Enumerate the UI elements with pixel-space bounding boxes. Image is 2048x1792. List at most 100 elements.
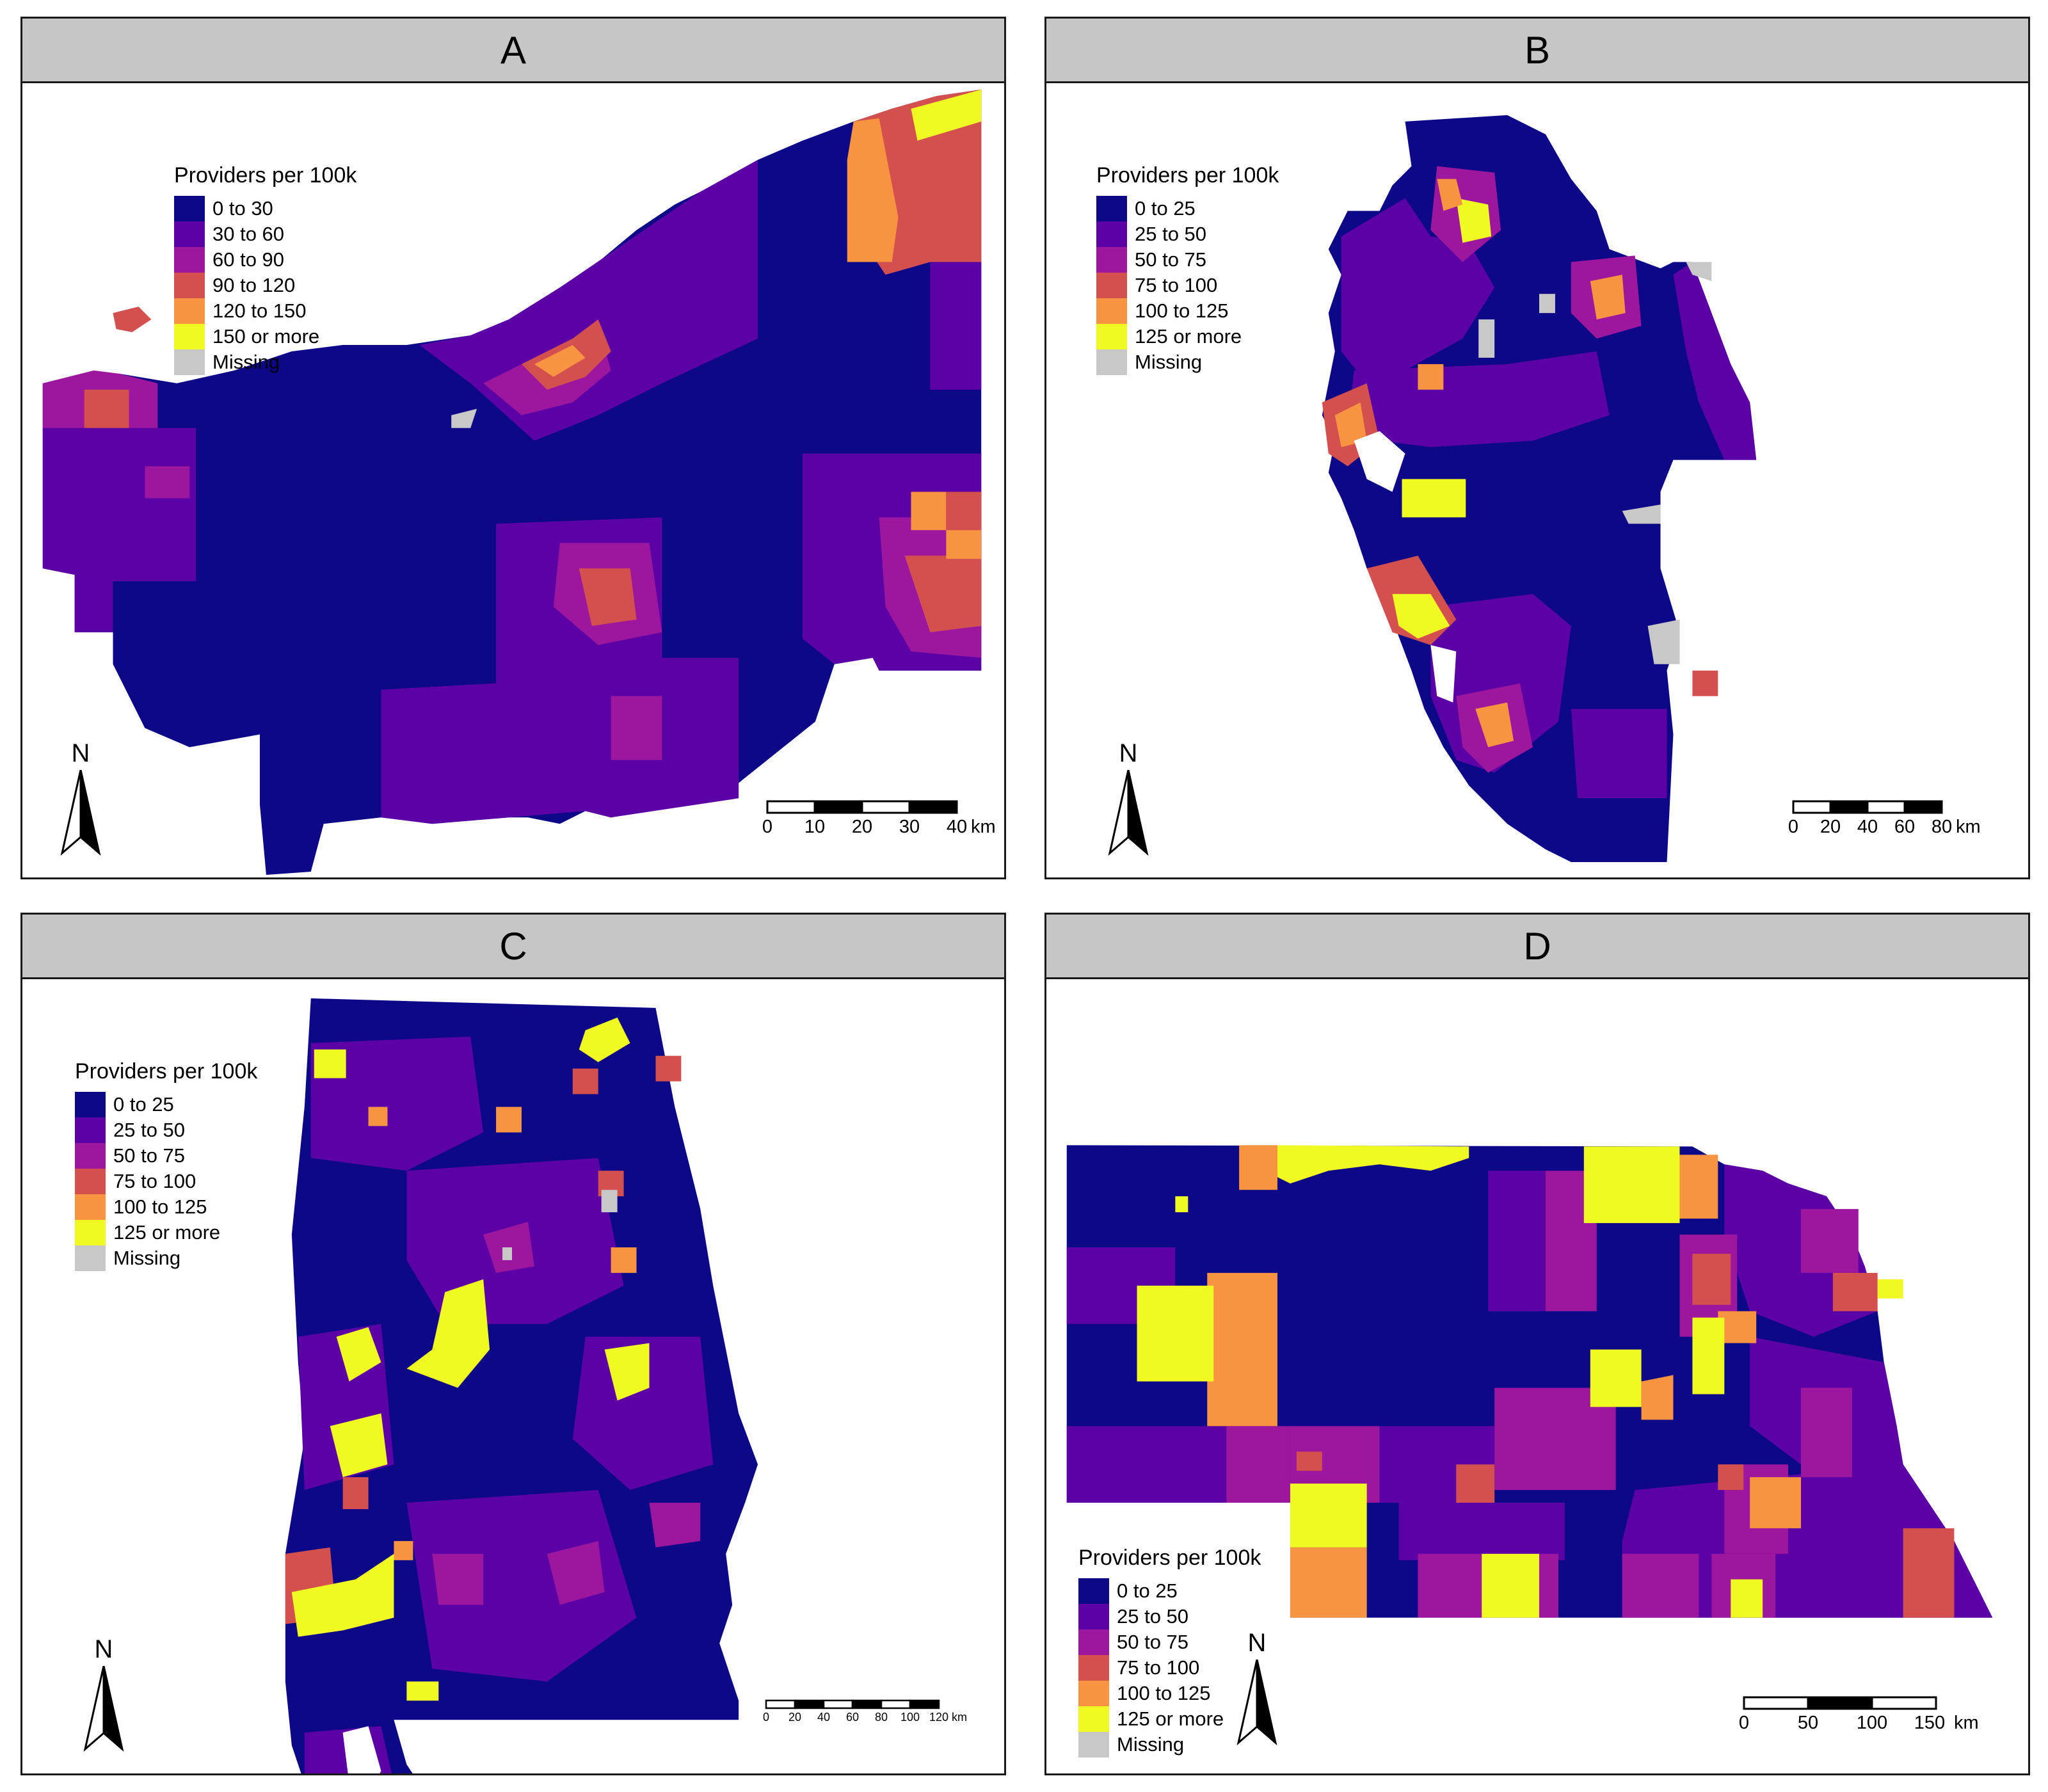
region-missing-2 — [502, 1247, 513, 1260]
north-arrow-icon — [60, 770, 101, 856]
north-arrow: N — [81, 1635, 126, 1757]
legend-item: 100 to 125 — [1096, 298, 1279, 324]
legend-item-label: 125 or more — [1117, 1708, 1224, 1730]
legend-swatch — [174, 247, 205, 273]
region-yellow-east — [604, 1343, 650, 1401]
scale-bar: 0 10 20 30 40 km — [762, 800, 996, 845]
region-red-4 — [342, 1477, 369, 1509]
legend-item: 30 to 60 — [174, 221, 356, 247]
region-magenta-e2 — [1801, 1388, 1852, 1478]
region-base — [285, 998, 758, 1773]
region-youngstown-core — [904, 556, 982, 632]
region-missing-1 — [601, 1190, 618, 1213]
legend-swatch — [174, 298, 205, 324]
region-red-2 — [1832, 1272, 1878, 1311]
scale-bar-graphic — [1743, 1696, 1937, 1710]
scale-tick-label: 100 — [1856, 1713, 1888, 1733]
legend-item: 75 to 100 — [1078, 1655, 1261, 1681]
legend-swatch — [75, 1117, 106, 1143]
region-peninsula — [42, 370, 120, 383]
legend-swatch — [1078, 1604, 1109, 1629]
region-orange-3 — [611, 1247, 637, 1273]
panel-d: D — [1044, 913, 2030, 1775]
region-orange-5 — [1750, 1477, 1802, 1528]
legend-swatch — [1078, 1732, 1109, 1757]
north-arrow-label: N — [71, 739, 90, 767]
legend-item-label: Missing — [212, 351, 280, 373]
scale-unit: km — [952, 1711, 967, 1724]
region-orange-4 — [394, 1540, 413, 1560]
legend-item-label: 100 to 125 — [113, 1196, 207, 1218]
legend-swatch — [1096, 298, 1127, 324]
legend-item-label: 100 to 125 — [1135, 300, 1229, 322]
legend-title: Providers per 100k — [1096, 163, 1279, 188]
region-orange-3 — [1679, 1155, 1718, 1219]
legend-swatch — [1078, 1629, 1109, 1655]
legend-swatch — [75, 1194, 106, 1220]
legend-item-label: 75 to 100 — [113, 1170, 196, 1192]
region-magenta-4 — [649, 1503, 701, 1548]
region-yellow-e — [1877, 1279, 1903, 1299]
region-sarasota-hot — [1392, 594, 1450, 639]
legend-item: 25 to 50 — [1078, 1604, 1261, 1629]
region-red-4 — [1456, 1464, 1495, 1503]
region-purple-south-east — [1571, 708, 1667, 799]
panel-a: A — [20, 17, 1006, 879]
region-orange-west — [84, 389, 129, 428]
legend-item-label: 60 to 90 — [212, 248, 285, 271]
north-arrow: N — [1235, 1629, 1279, 1750]
scale-tick-label: 80 — [1931, 817, 1953, 837]
scale-tick-label: 0 — [1788, 817, 1799, 837]
region-magenta-2 — [547, 1540, 605, 1605]
legend-item: 125 or more — [75, 1220, 257, 1245]
region-yellow-sw — [291, 1553, 394, 1637]
legend-swatch — [75, 1245, 106, 1271]
panel-b: B — [1044, 17, 2030, 879]
region-magenta-small — [145, 466, 190, 499]
region-orange-small — [1418, 364, 1444, 390]
legend-item-label: 0 to 25 — [113, 1093, 174, 1116]
region-yellow-c2 — [1692, 1317, 1725, 1395]
panel-c-map — [285, 998, 758, 1773]
scale-tick-label: 30 — [899, 817, 920, 837]
north-arrow: N — [58, 739, 103, 861]
region-missing-4 — [1622, 504, 1661, 524]
panel-b-label: B — [1524, 28, 1551, 72]
scale-tick-label: 40 — [946, 817, 968, 837]
region-yellow-nw — [1175, 1196, 1188, 1213]
legend-swatch — [75, 1169, 106, 1194]
panel-d-map-area: Providers per 100k 0 to 25 25 to 50 50 t… — [1046, 979, 2028, 1773]
legend-swatch — [1096, 221, 1127, 247]
scale-tick-label: 60 — [1894, 817, 1916, 837]
region-red-3 — [1903, 1528, 1955, 1618]
legend-item: 75 to 100 — [1096, 273, 1279, 298]
legend-swatch — [1096, 196, 1127, 221]
legend-item-label: 75 to 100 — [1135, 274, 1218, 296]
region-yellow-w — [1137, 1285, 1214, 1382]
panel-a-map — [42, 89, 982, 876]
panel-b-map — [1322, 115, 1757, 863]
region-orange-1 — [1207, 1272, 1277, 1427]
region-ne-yellow — [911, 89, 982, 141]
region-red-1 — [572, 1068, 598, 1094]
legend-item: 150 or more — [174, 324, 356, 349]
legend-item: 50 to 75 — [75, 1143, 257, 1169]
scale-tick-label: 60 — [845, 1711, 860, 1724]
region-missing — [451, 408, 477, 428]
legend-item-label: Missing — [1135, 351, 1203, 373]
north-arrow-label: N — [94, 1635, 113, 1663]
region-purple-w2 — [1066, 1426, 1227, 1503]
scale-bar-graphic — [766, 800, 958, 814]
region-orange-2 — [368, 1107, 388, 1126]
region-yellow-south — [406, 1681, 439, 1701]
region-yellow-center — [406, 1279, 490, 1388]
north-arrow-label: N — [1119, 739, 1138, 767]
legend-item-label: 125 or more — [1135, 325, 1242, 348]
legend-item: 60 to 90 — [174, 247, 356, 273]
region-orange-1 — [496, 1107, 522, 1133]
legend-item: 90 to 120 — [174, 273, 356, 298]
region-red-5 — [1718, 1464, 1744, 1491]
region-purple-central — [1347, 351, 1610, 447]
region-purple-south — [406, 1490, 637, 1682]
region-yellow-c1 — [1590, 1349, 1642, 1407]
